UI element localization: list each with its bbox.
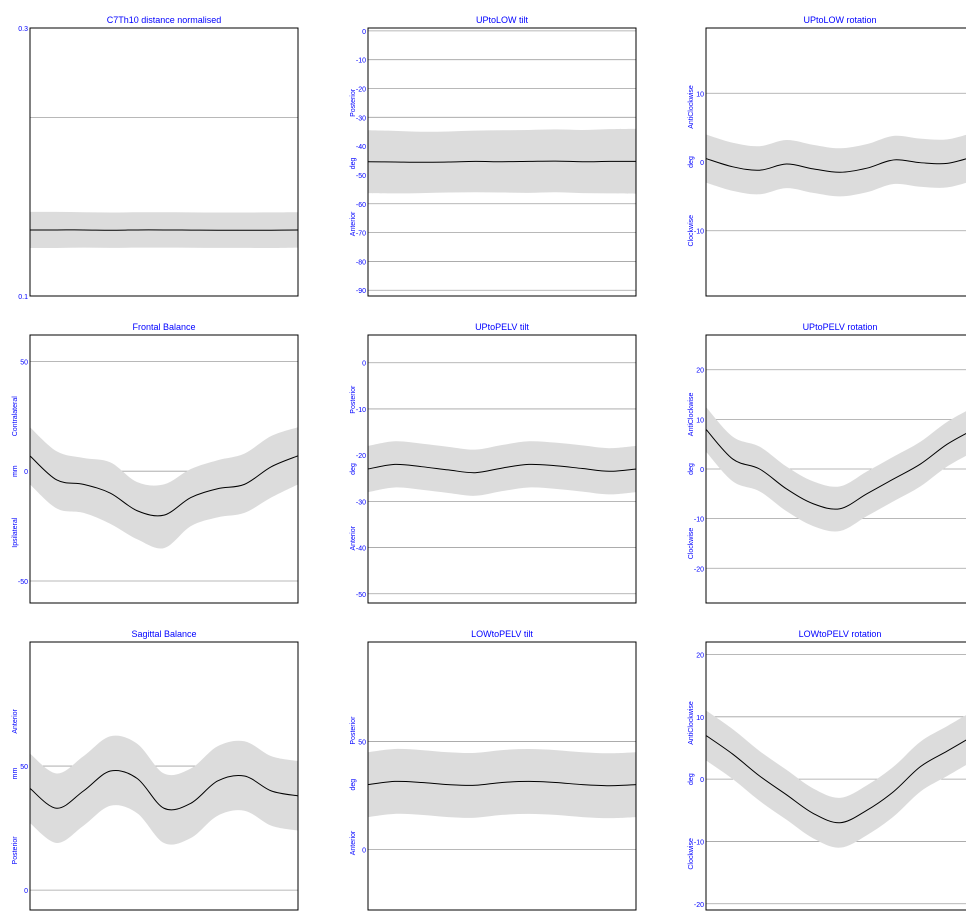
- y-axis-text: deg: [688, 463, 695, 475]
- plot-frame: [30, 28, 298, 296]
- chart-uptopelv-rotation: 20 10 0 -10 -20 AntiClockwise deg Clockwise: [676, 334, 966, 604]
- y-tick-label: -20: [356, 453, 366, 460]
- y-axis-text: Posterior: [12, 836, 19, 865]
- y-axis-text: mm: [12, 768, 19, 780]
- y-tick-label: 0: [700, 160, 704, 167]
- y-tick-label: 0.1: [18, 294, 28, 301]
- sd-band: [368, 749, 636, 818]
- y-axis-text: deg: [350, 157, 357, 169]
- y-tick-label: -80: [356, 259, 366, 266]
- y-tick-label: -30: [356, 115, 366, 122]
- y-tick-label: -50: [18, 579, 28, 586]
- y-tick-label: 0.3: [18, 26, 28, 33]
- y-tick-label: 10: [696, 417, 704, 424]
- sd-band: [706, 132, 966, 196]
- y-tick-label: -20: [694, 566, 704, 573]
- y-tick-label: -40: [356, 144, 366, 151]
- y-tick-label: -10: [356, 407, 366, 414]
- y-axis-text: Anterior: [12, 708, 19, 733]
- chart-title: UPtoPELV rotation: [706, 322, 966, 332]
- chart-lowtopelv-rotation: 20 10 0 -10 -20 AntiClockwise deg Clockwise: [676, 641, 966, 911]
- y-tick-label: -40: [356, 546, 366, 553]
- y-tick-label: 50: [358, 739, 366, 746]
- chart-title: Frontal Balance: [30, 322, 298, 332]
- y-tick-label: 0: [700, 777, 704, 784]
- y-axis-text: Posterior: [350, 385, 357, 414]
- chart-uptolow-tilt: 0 -10 -20 -30 -40 -50 -60 -70 -80 -90 Posterior deg…: [338, 27, 636, 297]
- y-tick-label: 0: [700, 467, 704, 474]
- y-tick-label: 10: [696, 91, 704, 98]
- y-tick-label: 20: [696, 368, 704, 375]
- y-axis-text: Posterior: [350, 88, 357, 117]
- y-axis-text: deg: [688, 156, 695, 168]
- y-tick-label: -30: [356, 499, 366, 506]
- chart-sagittal-balance: 50 0 Anterior mm Posterior: [0, 641, 298, 911]
- chart-title: LOWtoPELV tilt: [368, 629, 636, 639]
- chart-uptolow-rotation: 10 0 -10 AntiClockwise deg Clockwise: [676, 27, 966, 297]
- y-axis-text: Ipsilateral: [12, 517, 19, 547]
- y-tick-label: -10: [694, 517, 704, 524]
- y-tick-label: -90: [356, 288, 366, 295]
- y-axis-text: mm: [12, 465, 19, 477]
- y-tick-label: -10: [694, 839, 704, 846]
- y-axis-text: Clockwise: [688, 838, 695, 870]
- y-tick-label: 0: [362, 29, 366, 36]
- y-axis-text: deg: [350, 779, 357, 791]
- chart-frontal-balance: 50 0 -50 Contralateral mm Ipsilateral: [0, 334, 298, 604]
- y-axis-text: Posterior: [350, 716, 357, 745]
- y-tick-label: -10: [356, 58, 366, 65]
- y-tick-label: 0: [362, 361, 366, 368]
- sd-band: [30, 736, 298, 845]
- y-tick-label: 50: [20, 359, 28, 366]
- y-axis-text: Contralateral: [12, 396, 19, 437]
- y-axis-text: Anterior: [350, 211, 357, 236]
- y-tick-label: 20: [696, 652, 704, 659]
- y-axis-text: Clockwise: [688, 215, 695, 247]
- chart-title: C7Th10 distance normalised: [30, 15, 298, 25]
- y-axis-text: Clockwise: [688, 528, 695, 560]
- y-axis-text: AntiClockwise: [688, 393, 695, 437]
- chart-title: UPtoLOW rotation: [706, 15, 966, 25]
- y-tick-label: 0: [362, 847, 366, 854]
- chart-uptopelv-tilt: 0 -10 -20 -30 -40 -50 Posterior deg Anterior: [338, 334, 636, 604]
- y-axis-text: AntiClockwise: [688, 85, 695, 129]
- chart-c7th10-distance-normalised: 0.10.3: [0, 27, 298, 297]
- chart-title: UPtoPELV tilt: [368, 322, 636, 332]
- y-tick-label: 10: [696, 715, 704, 722]
- chart-title: Sagittal Balance: [30, 629, 298, 639]
- y-tick-label: -50: [356, 173, 366, 180]
- y-tick-label: -60: [356, 202, 366, 209]
- y-tick-label: -10: [694, 229, 704, 236]
- y-axis-text: Anterior: [350, 830, 357, 855]
- y-tick-label: -20: [694, 902, 704, 909]
- chart-lowtopelv-tilt: 50 0 Posterior deg Anterior: [338, 641, 636, 911]
- y-tick-label: 0: [24, 469, 28, 476]
- y-tick-label: -20: [356, 87, 366, 94]
- y-axis-text: AntiClockwise: [688, 701, 695, 745]
- y-tick-label: 0: [24, 888, 28, 895]
- sd-band: [30, 427, 298, 548]
- y-tick-label: -50: [356, 592, 366, 599]
- y-axis-text: Anterior: [350, 525, 357, 550]
- y-tick-label: -70: [356, 231, 366, 238]
- y-axis-text: deg: [688, 773, 695, 785]
- chart-title: LOWtoPELV rotation: [706, 629, 966, 639]
- y-axis-text: deg: [350, 463, 357, 475]
- y-tick-label: 50: [20, 764, 28, 771]
- chart-title: UPtoLOW tilt: [368, 15, 636, 25]
